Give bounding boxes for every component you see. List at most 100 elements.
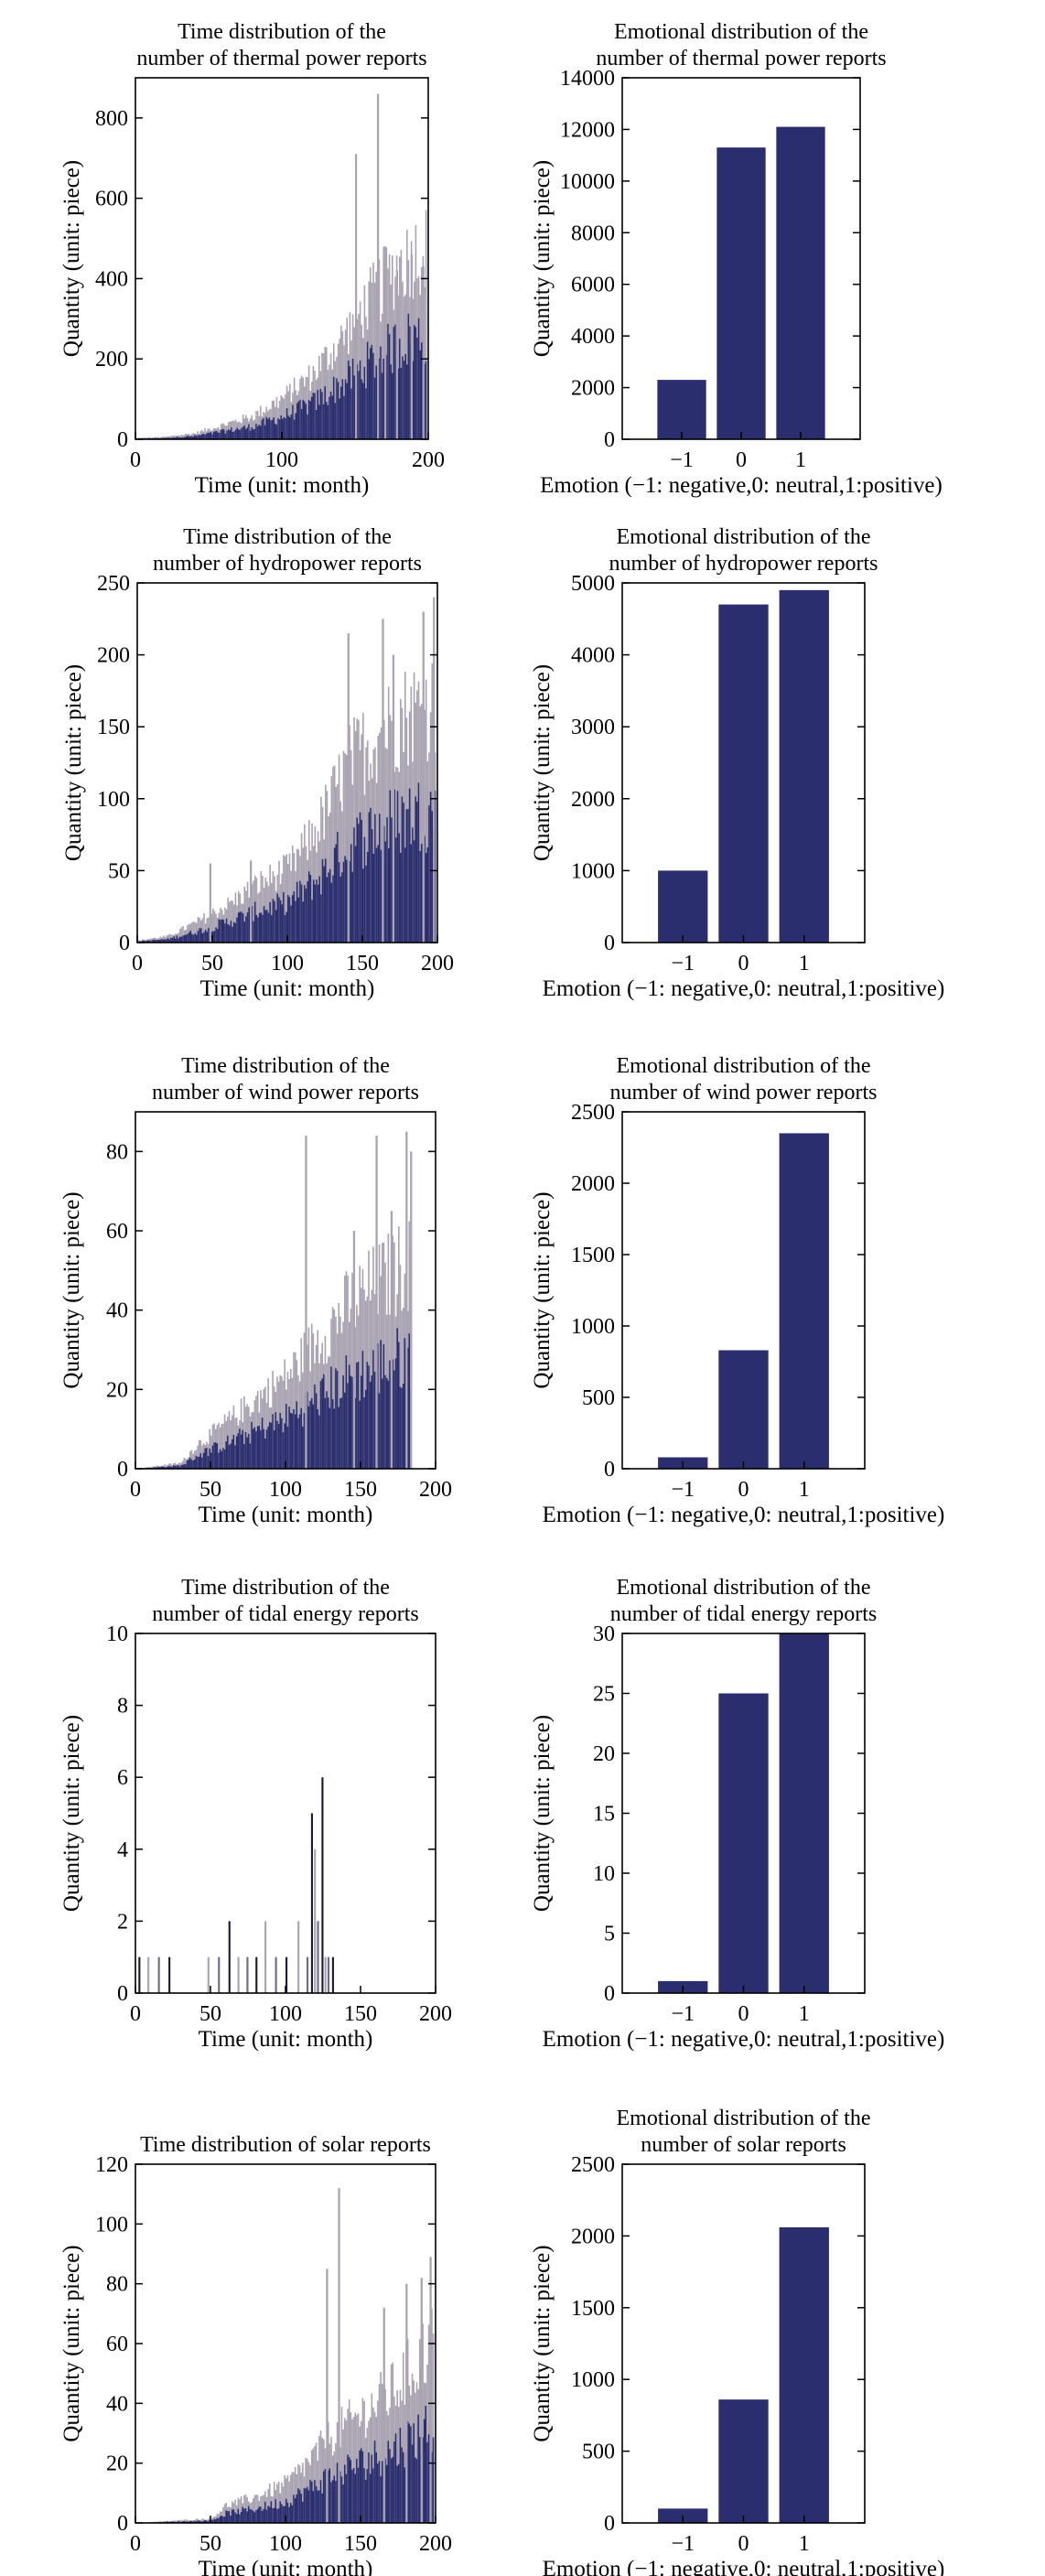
bar — [145, 437, 147, 439]
bar — [337, 831, 339, 943]
bar — [351, 1376, 353, 1469]
bar — [230, 2507, 232, 2523]
bar — [335, 844, 338, 943]
bar — [253, 1427, 256, 1469]
bar — [260, 912, 263, 943]
bar — [375, 847, 378, 943]
bar — [222, 2506, 224, 2523]
bar — [185, 434, 187, 439]
bar — [195, 934, 198, 943]
bar — [300, 1338, 303, 1469]
bar — [315, 1393, 318, 1469]
bar — [336, 1370, 339, 1469]
bar — [397, 295, 399, 439]
y-tick-label: 40 — [106, 2392, 128, 2416]
bar — [311, 900, 313, 943]
bar — [393, 1242, 395, 1469]
bar — [255, 1956, 258, 1993]
bar-hydro-emotion-2 — [779, 589, 829, 943]
bar — [314, 1848, 317, 1993]
bar — [345, 2420, 348, 2523]
bar — [317, 1921, 319, 1993]
bar — [191, 922, 193, 943]
bar — [392, 2457, 394, 2523]
bar — [204, 427, 206, 439]
bar — [209, 863, 212, 943]
bar — [370, 807, 372, 943]
bar — [413, 840, 415, 943]
chart-title: Emotional distribution of the — [614, 20, 868, 44]
bar — [282, 1432, 285, 1469]
bar — [293, 2495, 295, 2523]
bar — [347, 1275, 349, 1469]
bar — [221, 428, 223, 439]
bar — [270, 915, 273, 943]
bar — [147, 1466, 149, 1469]
bar — [195, 922, 198, 943]
bar — [420, 843, 423, 943]
bar — [255, 2509, 257, 2523]
y-tick-label: 120 — [95, 2153, 128, 2177]
bar — [413, 2423, 415, 2523]
bar — [265, 2509, 268, 2523]
bar — [198, 1456, 200, 1469]
bar — [314, 884, 317, 943]
bar — [172, 437, 174, 439]
bar — [339, 2471, 341, 2523]
bar — [262, 876, 264, 943]
bar — [181, 1464, 184, 1469]
bar — [345, 859, 348, 943]
bar — [359, 1400, 361, 1469]
bar — [377, 1342, 379, 1469]
bar — [387, 1380, 390, 1469]
bar — [302, 2501, 304, 2523]
bar — [206, 1448, 208, 1469]
bar — [356, 817, 359, 943]
bar — [340, 2406, 343, 2523]
bar — [304, 401, 306, 439]
bar — [361, 1351, 364, 1469]
bar — [404, 672, 406, 943]
bar — [188, 1459, 190, 1469]
bar — [164, 2520, 166, 2523]
plot-frame — [621, 1633, 866, 1994]
bar — [404, 2404, 406, 2523]
bar — [425, 210, 427, 439]
y-tick-label: 2500 — [571, 2153, 615, 2177]
bar — [368, 1365, 370, 1469]
plot-frame — [135, 1633, 436, 1994]
bar — [260, 871, 263, 943]
bar — [192, 437, 194, 439]
bar — [433, 597, 436, 943]
bar — [277, 1424, 280, 1469]
y-tick-label: 2000 — [571, 1172, 615, 1196]
bar — [201, 918, 204, 943]
bar — [282, 2506, 285, 2523]
y-tick-label: 200 — [95, 348, 128, 372]
bar — [161, 939, 163, 943]
bar — [415, 2382, 418, 2523]
bar — [207, 2519, 210, 2523]
bar — [306, 1956, 309, 1993]
bar — [170, 436, 172, 439]
bar — [285, 854, 287, 943]
bar — [392, 1235, 394, 1469]
bar — [340, 325, 342, 439]
bar — [194, 933, 196, 943]
bar — [162, 935, 165, 943]
bar — [406, 230, 408, 439]
bar — [296, 1401, 298, 1469]
bar — [354, 730, 357, 943]
bar — [180, 437, 183, 439]
bar — [417, 2414, 419, 2523]
bar — [315, 380, 318, 439]
bar — [263, 2495, 265, 2523]
bar — [258, 1426, 261, 1469]
bar — [182, 935, 184, 943]
bar — [286, 2475, 289, 2523]
bar — [385, 2464, 388, 2523]
bar — [431, 2452, 433, 2523]
y-tick-label: 14000 — [560, 67, 615, 91]
bar — [180, 1464, 182, 1469]
bar — [288, 1407, 290, 1469]
